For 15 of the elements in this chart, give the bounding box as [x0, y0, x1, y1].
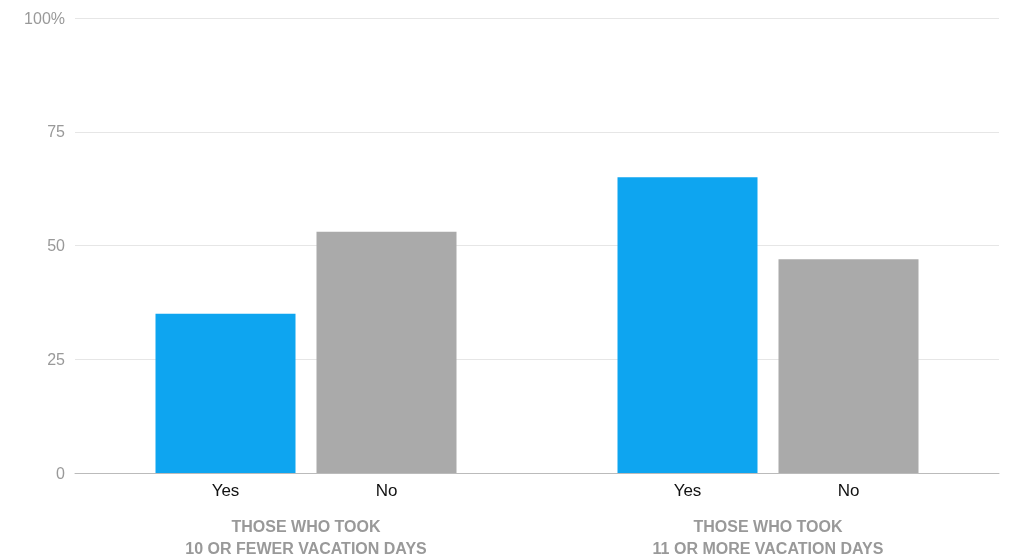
- bar: [778, 259, 919, 473]
- y-tick-label: 75: [47, 123, 66, 141]
- y-tick-label: 50: [47, 237, 66, 254]
- series-label: No: [375, 481, 398, 500]
- bar: [155, 313, 296, 473]
- bar: [316, 231, 457, 473]
- text: No: [837, 481, 860, 500]
- series-label: Yes: [211, 481, 240, 500]
- bar: [617, 177, 758, 473]
- x-tick-label: THOSE WHO TOOK 11 OR MORE VACATION DAYS: [652, 517, 884, 557]
- y-tick-label: 0: [56, 464, 66, 482]
- text: Yes: [673, 481, 702, 500]
- x-tick-label: THOSE WHO TOOK 10 OR FEWER VACATION DAYS: [185, 517, 428, 557]
- y-tick-label: 100%: [24, 9, 65, 27]
- y-tick-label: 25: [47, 350, 66, 368]
